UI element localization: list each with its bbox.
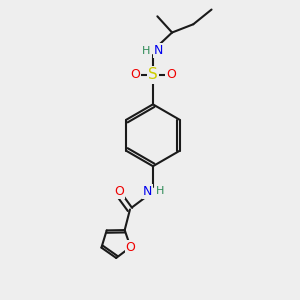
Text: H: H [142,46,151,56]
Text: O: O [166,68,176,81]
Text: S: S [148,68,158,82]
Text: O: O [130,68,140,81]
Text: H: H [156,186,164,196]
Text: O: O [114,185,124,198]
Text: O: O [126,241,136,254]
Text: N: N [154,44,163,57]
Text: N: N [143,185,152,198]
